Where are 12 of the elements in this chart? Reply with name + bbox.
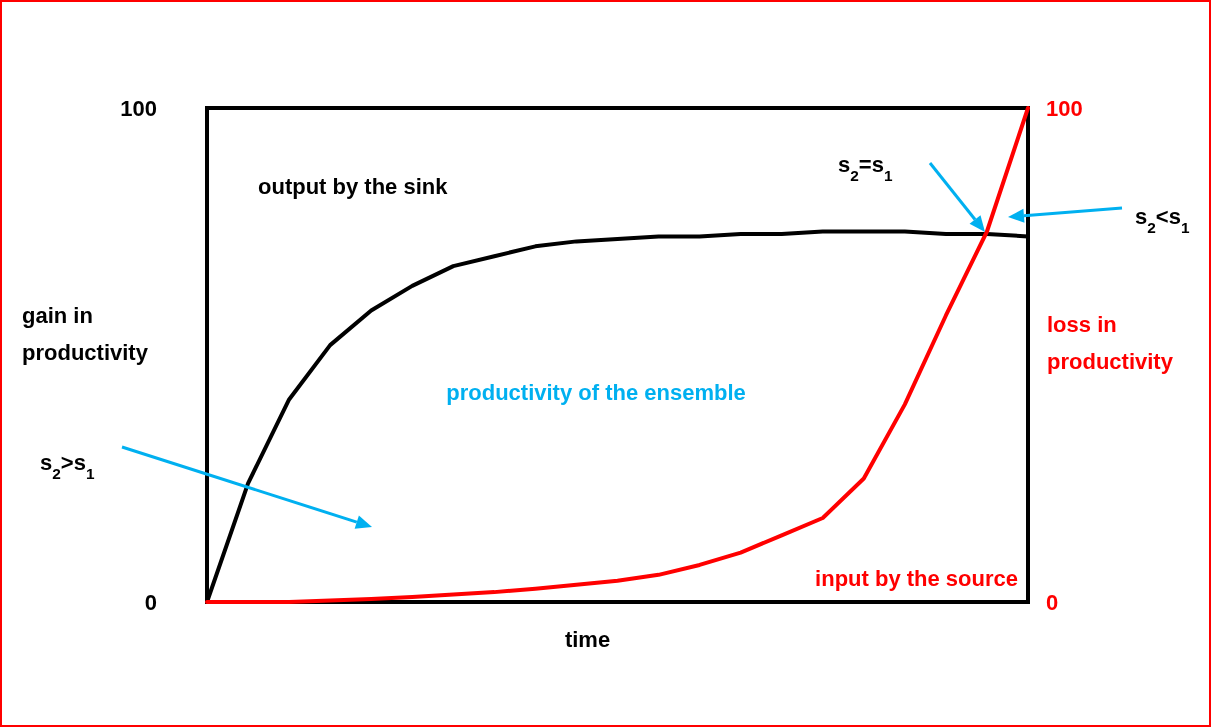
text: output by the sink [258, 174, 449, 199]
text: s$_{2}$<s$_{1}$ [1135, 204, 1190, 236]
line-series [205, 106, 1030, 604]
text: s$_{2}$>s$_{1}$ [40, 450, 95, 482]
annotation: productivity of the ensemble [446, 380, 746, 405]
series-label: input by the source [815, 566, 1018, 591]
y-axis-title: gain in productivity [22, 303, 149, 365]
y2-tick-label: 100 [1046, 95, 1083, 121]
y2-axis-title: loss in productivity [1047, 312, 1174, 374]
x-axis-title: time [564, 627, 611, 652]
annotation: s$_{2}$=s$_{1}$ [838, 152, 893, 184]
y2-tick-label: 0 [1046, 589, 1059, 615]
